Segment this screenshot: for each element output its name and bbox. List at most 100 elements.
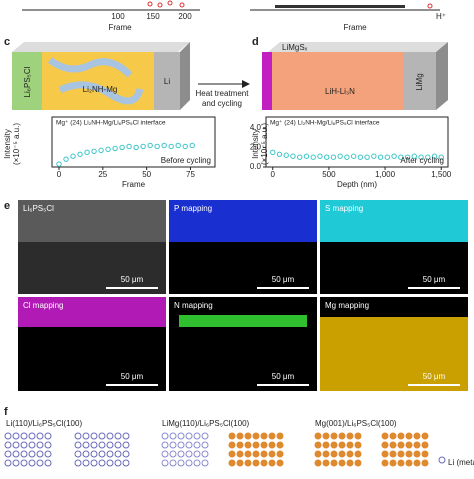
point (371, 153, 377, 159)
atom (413, 450, 421, 458)
atom (236, 459, 244, 467)
point (411, 153, 417, 159)
atom (381, 459, 389, 467)
atom (421, 450, 429, 458)
map-label: S mapping (325, 204, 363, 213)
x-tick-label: 75 (186, 170, 195, 179)
atom (322, 450, 330, 458)
atom (82, 450, 90, 458)
scale-label: 50 μm (423, 372, 446, 381)
label: Li₂NH-Mg (83, 85, 118, 94)
atom (413, 432, 421, 440)
atom (161, 432, 169, 440)
arrow-text: and cycling (202, 99, 242, 108)
atom (169, 441, 177, 449)
atom (322, 441, 330, 449)
point (70, 153, 76, 159)
atom (322, 459, 330, 467)
atom (201, 450, 209, 458)
atom (74, 441, 82, 449)
atom (346, 450, 354, 458)
point (133, 144, 139, 151)
box-side (180, 42, 190, 110)
atom (185, 459, 193, 467)
atom (28, 441, 36, 449)
atom (314, 441, 322, 449)
atom (330, 441, 338, 449)
atom (12, 459, 20, 467)
atom (346, 432, 354, 440)
point (344, 154, 350, 160)
atom (4, 432, 12, 440)
point (168, 143, 174, 150)
atom (177, 459, 185, 467)
electrolyte (12, 52, 42, 110)
atom (169, 432, 177, 440)
points (147, 0, 185, 8)
dense-points (275, 5, 405, 8)
point (330, 154, 337, 160)
point (175, 142, 181, 149)
atom (228, 459, 236, 467)
y-label: Intensity (3, 129, 12, 159)
atom (185, 450, 193, 458)
atom (252, 441, 260, 449)
arrow-head (242, 80, 250, 88)
point (350, 153, 357, 159)
atom (193, 459, 201, 467)
atom (346, 459, 354, 467)
atom (122, 432, 130, 440)
point (161, 142, 167, 149)
atom (169, 450, 177, 458)
point (77, 151, 83, 157)
y-tick-label: 2.0 (250, 143, 262, 152)
atom (244, 459, 252, 467)
atom (74, 432, 82, 440)
y-tick-label: 0.0 (250, 162, 262, 171)
inset-title: Mg⁺ (24) Li₂NH-Mg/Li₆PS₅Cl interface (56, 120, 166, 127)
point (297, 154, 303, 160)
x-label: Frame (108, 23, 132, 32)
x-tick-label: 0 (271, 170, 276, 179)
atom (397, 432, 405, 440)
point (398, 154, 404, 160)
atom (228, 432, 236, 440)
tick: 200 (178, 12, 192, 21)
atom (252, 432, 260, 440)
atom (98, 432, 106, 440)
plot-frame (265, 116, 449, 168)
atom (397, 450, 405, 458)
atom (236, 450, 244, 458)
y-label: (×10⁻⁵ a.u.) (260, 123, 269, 165)
atom (161, 441, 169, 449)
map-top (320, 200, 468, 242)
atom (90, 459, 98, 467)
atom (12, 450, 20, 458)
atom (28, 459, 36, 467)
atom (114, 432, 122, 440)
atom (185, 441, 193, 449)
atom (276, 441, 284, 449)
atom (314, 459, 322, 467)
atom (405, 450, 413, 458)
x-label: Frame (343, 23, 367, 32)
atom (268, 459, 276, 467)
atom (98, 450, 106, 458)
atom (106, 450, 114, 458)
band (179, 315, 307, 327)
atom (389, 450, 397, 458)
atom (161, 450, 169, 458)
atom (177, 432, 185, 440)
atom (354, 432, 362, 440)
point (147, 142, 153, 149)
scale-label: 50 μm (272, 275, 295, 284)
atom (98, 441, 106, 449)
atom (12, 441, 20, 449)
atom (260, 459, 268, 467)
atom (28, 450, 36, 458)
atom (201, 441, 209, 449)
point (84, 149, 90, 156)
atom (114, 459, 122, 467)
label: LiH-Li₃N (325, 87, 355, 96)
atom (276, 450, 284, 458)
